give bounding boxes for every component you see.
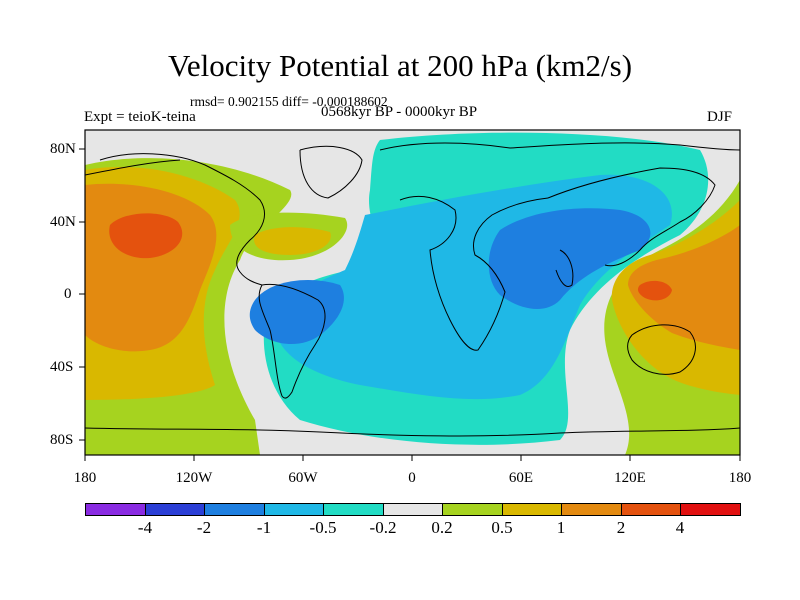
lon-label-180w: 180 — [73, 470, 97, 486]
colorbar-label: -1 — [256, 518, 272, 537]
india-coast — [555, 249, 574, 287]
australia-coast — [627, 324, 696, 375]
south-america-coast — [258, 283, 326, 399]
period-label: 0568kyr BP - 0000kyr BP — [321, 104, 478, 120]
colorbar — [85, 503, 741, 516]
colorbar-label: 0.5 — [491, 518, 513, 537]
colorbar-swatch — [383, 504, 444, 515]
season-label: DJF — [707, 109, 733, 125]
colorbar-swatch — [443, 504, 503, 515]
maritime-maximum — [637, 280, 672, 301]
lat-label-80n: 80N — [50, 141, 76, 157]
lon-label-120e: 120E — [614, 470, 646, 486]
experiment-label: Expt = teioK-teina — [84, 109, 196, 125]
colorbar-label: -4 — [137, 518, 153, 537]
colorbar-swatch — [86, 504, 146, 515]
lat-label-40n: 40N — [50, 214, 76, 230]
colorbar-swatch — [681, 504, 741, 515]
colorbar-swatch — [502, 504, 563, 515]
pacific-maximum — [109, 213, 183, 259]
colorbar-label: -0.2 — [369, 518, 397, 537]
colorbar-label: -0.5 — [309, 518, 337, 537]
lon-label-0: 0 — [408, 470, 416, 486]
lon-label-60e: 60E — [508, 470, 534, 486]
colorbar-label: -2 — [196, 518, 212, 537]
colorbar-swatch — [621, 504, 682, 515]
lon-label-120w: 120W — [175, 470, 213, 486]
greenland-coast — [299, 145, 363, 199]
colorbar-label: 2 — [616, 518, 626, 537]
north-america-coast — [99, 153, 265, 286]
lon-label-180e: 180 — [728, 470, 752, 486]
atlantic-orange-lobe — [254, 227, 331, 255]
antarctica-coast — [85, 427, 740, 437]
lat-label-0: 0 — [64, 286, 72, 302]
coastlines — [85, 142, 740, 437]
map-field — [85, 130, 740, 455]
negative-blue-region-asia — [488, 208, 651, 310]
negative-blue-region-south-america — [249, 280, 344, 345]
colorbar-swatch — [264, 504, 325, 515]
colorbar-swatch — [324, 504, 384, 515]
lat-label-80s: 80S — [50, 432, 74, 448]
eurasia-coast — [547, 167, 716, 267]
north-polar-coast — [85, 142, 740, 176]
colorbar-swatch — [205, 504, 265, 515]
colorbar-swatch — [145, 504, 206, 515]
colorbar-label: 4 — [675, 518, 685, 537]
colorbar-label: 0.2 — [431, 518, 453, 537]
axis-ticks — [79, 148, 741, 461]
rmsd-diff-stats: rmsd= 0.902155 diff= -0.000188602 — [190, 94, 388, 109]
europe-africa-coast — [399, 195, 549, 351]
colorbar-label: 1 — [556, 518, 566, 537]
maritime-dark-orange-region — [628, 225, 740, 350]
lon-label-60w: 60W — [288, 470, 318, 486]
colorbar-swatch — [562, 504, 622, 515]
lat-label-40s: 40S — [50, 359, 74, 375]
chart-title: Velocity Potential at 200 hPa (km2/s) — [167, 48, 633, 83]
